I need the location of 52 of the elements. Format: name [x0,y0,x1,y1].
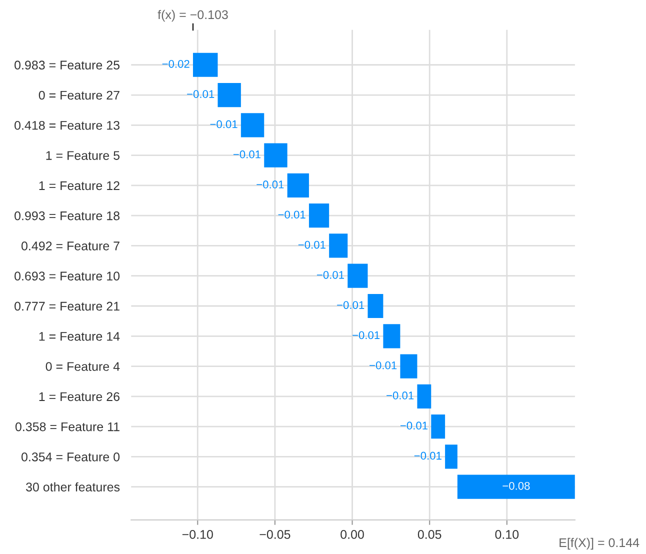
bar [329,234,348,258]
y-tick-label: 0 = Feature 27 [38,90,120,100]
data-label: −0.01 [386,392,414,400]
bar [417,384,432,408]
y-tick-label: 1 = Feature 14 [39,332,120,341]
data-label: −0.01 [298,240,326,249]
text: f(x) = −0.103 [158,10,228,22]
bar [287,173,309,198]
data-label: −0.01 [337,301,364,309]
bar [368,294,384,318]
bar [240,113,264,138]
x-tick-label: 0.00 [340,530,364,539]
bar [348,264,368,288]
bar [192,52,218,77]
data-label: −0.01 [414,452,442,460]
y-tick-label: 0.993 = Feature 18 [14,211,120,220]
y-tick-label: 0.354 = Feature 0 [21,452,120,462]
y-tick-label: 0.492 = Feature 7 [21,242,120,250]
bar [218,82,241,108]
data-label: −0.01 [187,90,214,98]
data-label: −0.01 [370,361,397,370]
bar [383,324,400,348]
x-tick-label: 0.05 [418,530,442,539]
bar [264,143,288,168]
data-label: −0.01 [316,270,344,279]
data-label: −0.01 [400,422,428,430]
y-tick-label: 1 = Feature 26 [39,392,120,402]
data-label: −0.01 [210,120,238,128]
data-label: −0.08 [502,482,530,490]
y-tick-label: 0.358 = Feature 11 [15,422,120,432]
data-label: −0.01 [278,210,306,219]
bar [308,204,330,228]
y-tick-label: 0.777 = Feature 21 [14,302,120,311]
y-tick-label: 0.983 = Feature 25 [14,60,120,70]
y-tick-label: 1 = Feature 5 [46,151,120,160]
x-tick-label: 0.10 [495,530,519,539]
data-label: −0.01 [233,150,260,158]
bar [445,444,458,469]
bar [431,414,446,439]
data-label: −0.01 [352,331,380,340]
y-tick-label: 0 = Feature 4 [46,362,120,371]
y-tick-label: 30 other features [26,482,120,492]
y-tick-label: 0.693 = Feature 10 [14,272,120,281]
data-label: −0.02 [162,60,190,68]
y-tick-label: 1 = Feature 12 [39,181,120,190]
x-tick-label: −0.05 [260,530,290,539]
text: E[f(X)] = 0.144 [560,538,640,550]
x-tick-label: −0.10 [182,530,213,539]
bar [400,354,418,378]
data-label: −0.01 [256,180,284,188]
bar [457,474,575,499]
y-tick-label: 0.418 = Feature 13 [14,120,120,130]
